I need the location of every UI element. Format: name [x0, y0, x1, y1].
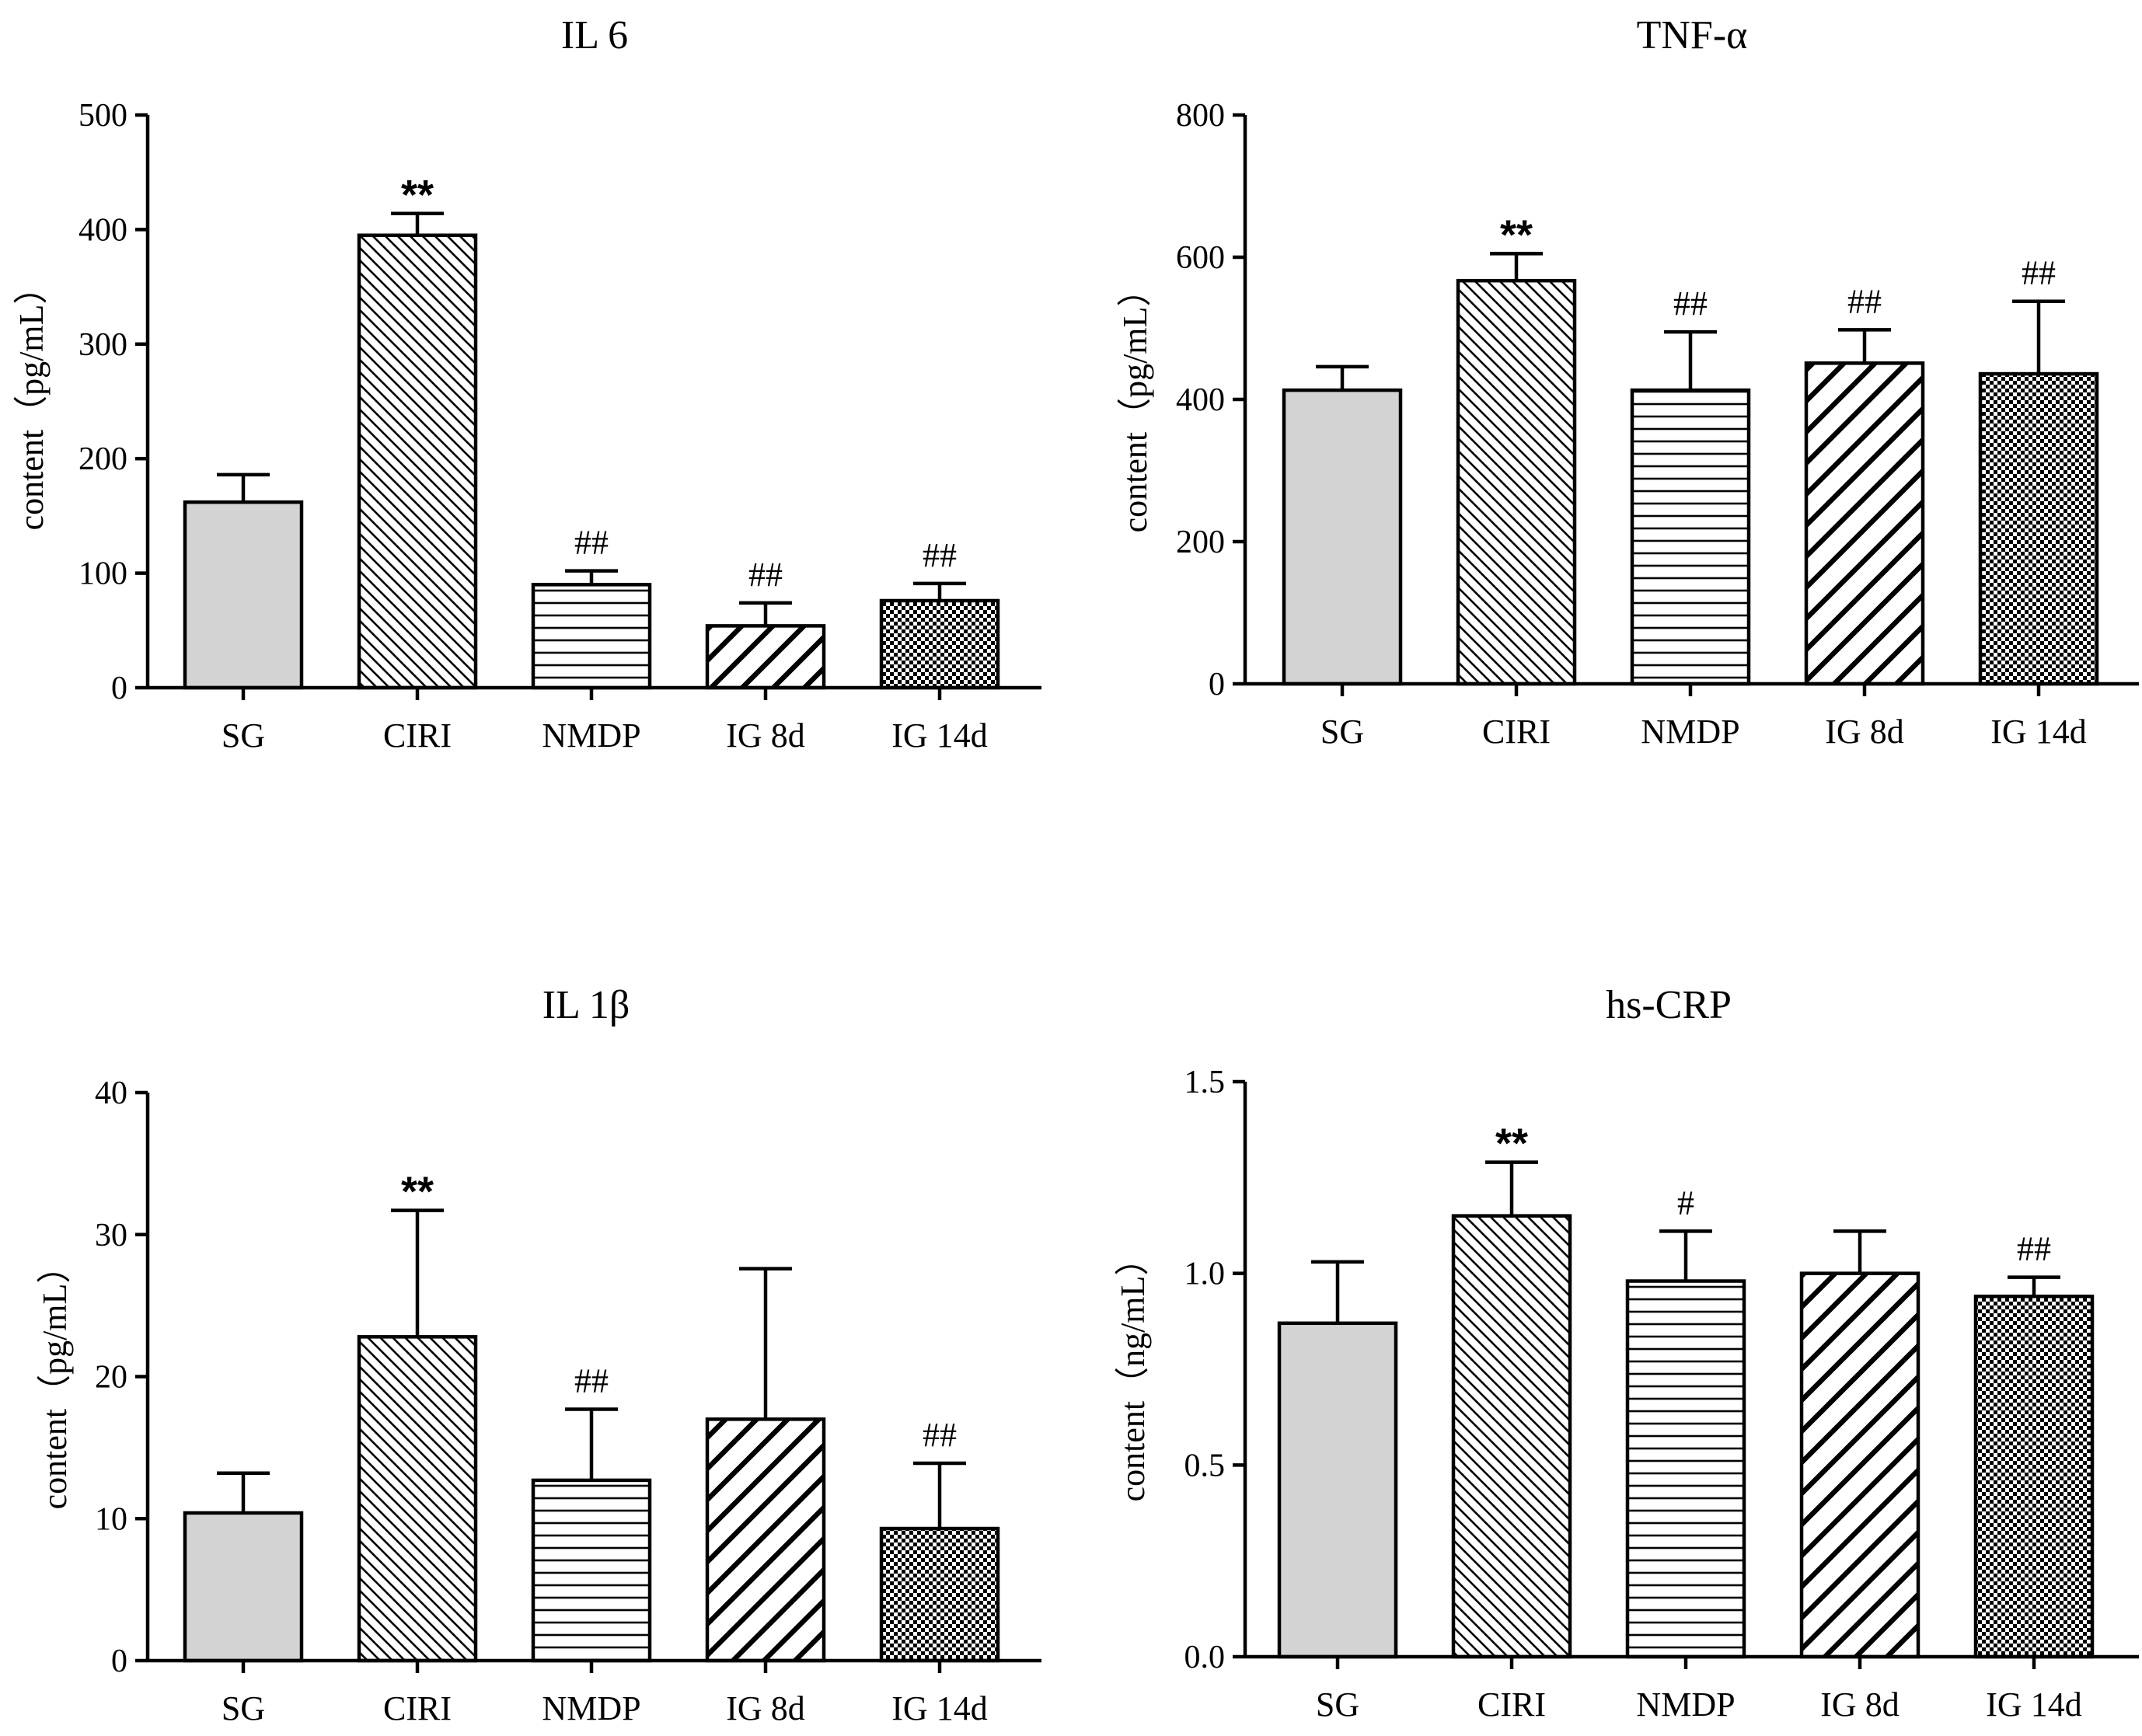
x-tick-label: IG 8d — [726, 716, 804, 755]
x-tick-label: CIRI — [1482, 713, 1551, 751]
panel-tnf-alpha: TNF-α SG ** CIRI ## NMDP ## IG 8d ## IG 14d 0 200 4… — [1116, 13, 2139, 751]
y-tick-label: 200 — [78, 441, 127, 477]
x-tick-label: NMDP — [1641, 713, 1739, 751]
y-tick-label: 1.5 — [1184, 1065, 1226, 1100]
significance-marker: ** — [401, 1169, 434, 1215]
y-tick-label: 20 — [95, 1360, 127, 1396]
panel-il1-beta: IL 1β SG ** CIRI ## NMDP IG 8d ## IG 14d 0 10 20 30… — [36, 983, 1041, 1727]
x-tick-label: SG — [222, 1689, 265, 1727]
y-tick-label: 800 — [1176, 98, 1225, 134]
x-tick-label: IG 8d — [726, 1689, 804, 1727]
chart-title: hs-CRP — [1606, 983, 1732, 1027]
significance-marker: ** — [1500, 211, 1533, 258]
x-tick-label: NMDP — [542, 716, 640, 755]
bar — [705, 624, 826, 690]
x-tick-label: CIRI — [383, 1689, 452, 1727]
y-axis-label: content（pg/mL） — [36, 1250, 74, 1510]
y-axis-label: content（pg/mL） — [1116, 273, 1154, 533]
y-tick-label: 400 — [78, 212, 127, 248]
y-axis-label: content（ng/mL） — [1114, 1242, 1152, 1502]
bar — [1978, 371, 2099, 686]
y-tick-label: 1.0 — [1184, 1257, 1226, 1292]
x-tick-label: IG 14d — [1990, 713, 2086, 751]
bar — [705, 1417, 826, 1663]
y-axis-label: content（pg/mL） — [12, 270, 51, 531]
panel-il6: IL 6 SG ** CIRI ## NMDP ## IG 8d ## IG 14d 0 100 20… — [12, 13, 1041, 755]
plot-area: SG ** CIRI ## NMDP ## IG 8d ## IG 14d 0 200 400 600 8… — [1176, 98, 2139, 751]
x-tick-label: IG 14d — [1986, 1685, 2081, 1724]
significance-marker: ## — [2017, 1230, 2051, 1268]
bar — [1451, 1214, 1572, 1659]
plot-area: SG ** CIRI ## NMDP IG 8d ## IG 14d 0 10 20 30 40 — [95, 1075, 1041, 1727]
x-tick-label: CIRI — [1477, 1685, 1546, 1724]
y-tick-label: 100 — [78, 556, 127, 592]
y-tick-label: 0.5 — [1184, 1448, 1226, 1483]
significance-marker: ## — [574, 1362, 609, 1400]
bar — [1625, 1279, 1746, 1659]
y-tick-label: 400 — [1176, 382, 1225, 418]
bar — [879, 598, 1000, 690]
significance-marker: ## — [1673, 284, 1708, 322]
chart-title: IL 1β — [542, 983, 630, 1027]
x-tick-label: IG 8d — [1820, 1685, 1899, 1724]
bar — [531, 583, 652, 690]
y-tick-label: 0 — [111, 671, 127, 706]
bar — [357, 233, 478, 690]
bar — [1456, 278, 1577, 686]
y-tick-label: 0 — [111, 1644, 127, 1679]
y-tick-label: 0.0 — [1184, 1640, 1226, 1675]
y-tick-label: 500 — [78, 98, 127, 134]
plot-area: SG ** CIRI # NMDP IG 8d ## IG 14d 0.0 0.5 1.0 1.5 — [1184, 1065, 2139, 1724]
panel-hs-crp: hs-CRP SG ** CIRI # NMDP IG 8d ## IG 14d 0.0 0.5 1… — [1114, 983, 2139, 1724]
bar — [879, 1526, 1000, 1663]
chart-title: TNF-α — [1637, 13, 1748, 58]
bar — [1277, 1321, 1398, 1659]
chart-title: IL 6 — [561, 13, 628, 58]
significance-marker: ** — [1495, 1121, 1528, 1167]
significance-marker: # — [1677, 1183, 1694, 1222]
x-tick-label: SG — [222, 716, 265, 755]
x-tick-label: CIRI — [383, 716, 452, 755]
significance-marker: ## — [748, 556, 783, 594]
x-tick-label: IG 14d — [891, 1689, 987, 1727]
y-tick-label: 600 — [1176, 240, 1225, 276]
significance-marker: ## — [923, 536, 957, 574]
y-tick-label: 300 — [78, 327, 127, 363]
y-tick-label: 40 — [95, 1075, 127, 1111]
bar — [1630, 388, 1751, 686]
bar — [1799, 1271, 1920, 1659]
bar — [183, 500, 304, 690]
x-tick-label: SG — [1320, 713, 1364, 751]
y-tick-label: 10 — [95, 1501, 127, 1537]
bar — [531, 1478, 652, 1663]
x-tick-label: IG 8d — [1825, 713, 1903, 751]
x-tick-label: NMDP — [1636, 1685, 1735, 1724]
bar — [1804, 361, 1925, 686]
bar — [1282, 388, 1403, 686]
y-tick-label: 30 — [95, 1218, 127, 1253]
x-tick-label: NMDP — [542, 1689, 640, 1727]
y-tick-label: 0 — [1209, 667, 1225, 702]
x-tick-label: IG 14d — [891, 716, 987, 755]
plot-area: SG ** CIRI ## NMDP ## IG 8d ## IG 14d 0 100 200 300 4… — [78, 98, 1041, 755]
bar — [357, 1335, 478, 1663]
bar — [1973, 1295, 2095, 1659]
bar — [183, 1511, 304, 1663]
significance-marker: ## — [2022, 254, 2056, 292]
x-tick-label: SG — [1316, 1685, 1359, 1724]
significance-marker: ** — [401, 172, 434, 218]
y-tick-label: 200 — [1176, 525, 1225, 560]
significance-marker: ## — [1847, 282, 1882, 320]
significance-marker: ## — [923, 1416, 957, 1454]
significance-marker: ## — [574, 524, 609, 562]
